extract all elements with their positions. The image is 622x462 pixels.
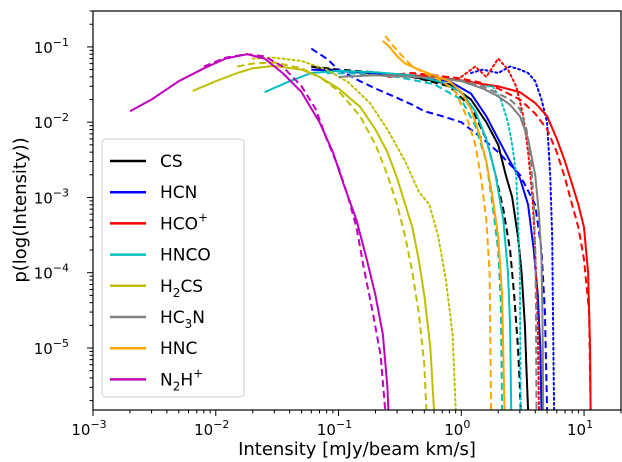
tick-label: 10−2 (34, 111, 69, 132)
tick-label: 10−4 (34, 262, 69, 283)
x-axis-label: Intensity [mJy/beam km/s] (238, 439, 476, 460)
series-line-hcop-dotted (460, 57, 540, 410)
series-line-hcn-dotted (470, 65, 556, 410)
legend-entry-hnco: HNCO (110, 246, 211, 266)
series-line-hc3n-dashed (360, 74, 538, 410)
series-line-hnc-dashed (384, 35, 493, 410)
legend-entry-hcn: HCN (110, 183, 197, 203)
legend-label: N2H+ (160, 366, 203, 393)
series-line-hc3n-solid (338, 74, 545, 410)
legend-label: HCN (160, 183, 197, 203)
series-line-h2cs-solid (192, 64, 435, 410)
legend-entry-n2hp: N2H+ (110, 366, 203, 393)
y-axis-label: p(log(Intensity)) (10, 137, 31, 282)
series-line-n2hp-solid (129, 53, 390, 410)
tick-label: 10−3 (34, 186, 69, 207)
legend-label: HCO+ (160, 210, 208, 234)
legend-label: HC3N (160, 308, 205, 331)
legend-entry-hcop: HCO+ (110, 210, 208, 234)
series-line-hcn-dashed (310, 47, 549, 410)
series-line-hnc-solid (382, 40, 506, 410)
legend-entry-cs: CS (110, 152, 183, 172)
legend-label: HNCO (160, 246, 211, 266)
ticks-layer: 10−3 10−2 10−1 100 101 10−5 10−4 10−3 10−2 10−1 (34, 10, 622, 439)
legend-entry-hc3n: HC3N (110, 308, 205, 331)
series-line-n2hp-dashed (203, 53, 387, 410)
series-layer (129, 35, 592, 410)
tick-label: 10−5 (34, 337, 69, 358)
tick-label: 10−1 (34, 36, 69, 57)
series-line-cs-solid (311, 65, 530, 410)
legend-box (101, 138, 245, 398)
legend-entry-h2cs: H2CS (110, 277, 203, 300)
legend-entry-hnc: HNC (110, 339, 197, 359)
tick-label: 100 (444, 418, 470, 439)
series-line-cs-dashed (311, 65, 522, 410)
legend-label: H2CS (160, 277, 203, 300)
series-line-h2cs-dotted (251, 56, 457, 410)
series-line-h2cs-dashed (237, 61, 428, 410)
series-line-hcop-dashed (387, 72, 592, 410)
plot-frame (92, 10, 622, 411)
tick-label: 10−3 (71, 418, 106, 439)
legend: CS HCN HCO+ HNCO H2CS HC3N HNC N2H+ (101, 138, 245, 398)
legend-label: HNC (160, 339, 197, 359)
tick-label: 10−2 (194, 418, 229, 439)
tick-label: 101 (567, 418, 593, 439)
series-line-hnco-dotted (481, 85, 522, 410)
legend-label: CS (160, 152, 183, 172)
tick-label: 10−1 (317, 418, 352, 439)
